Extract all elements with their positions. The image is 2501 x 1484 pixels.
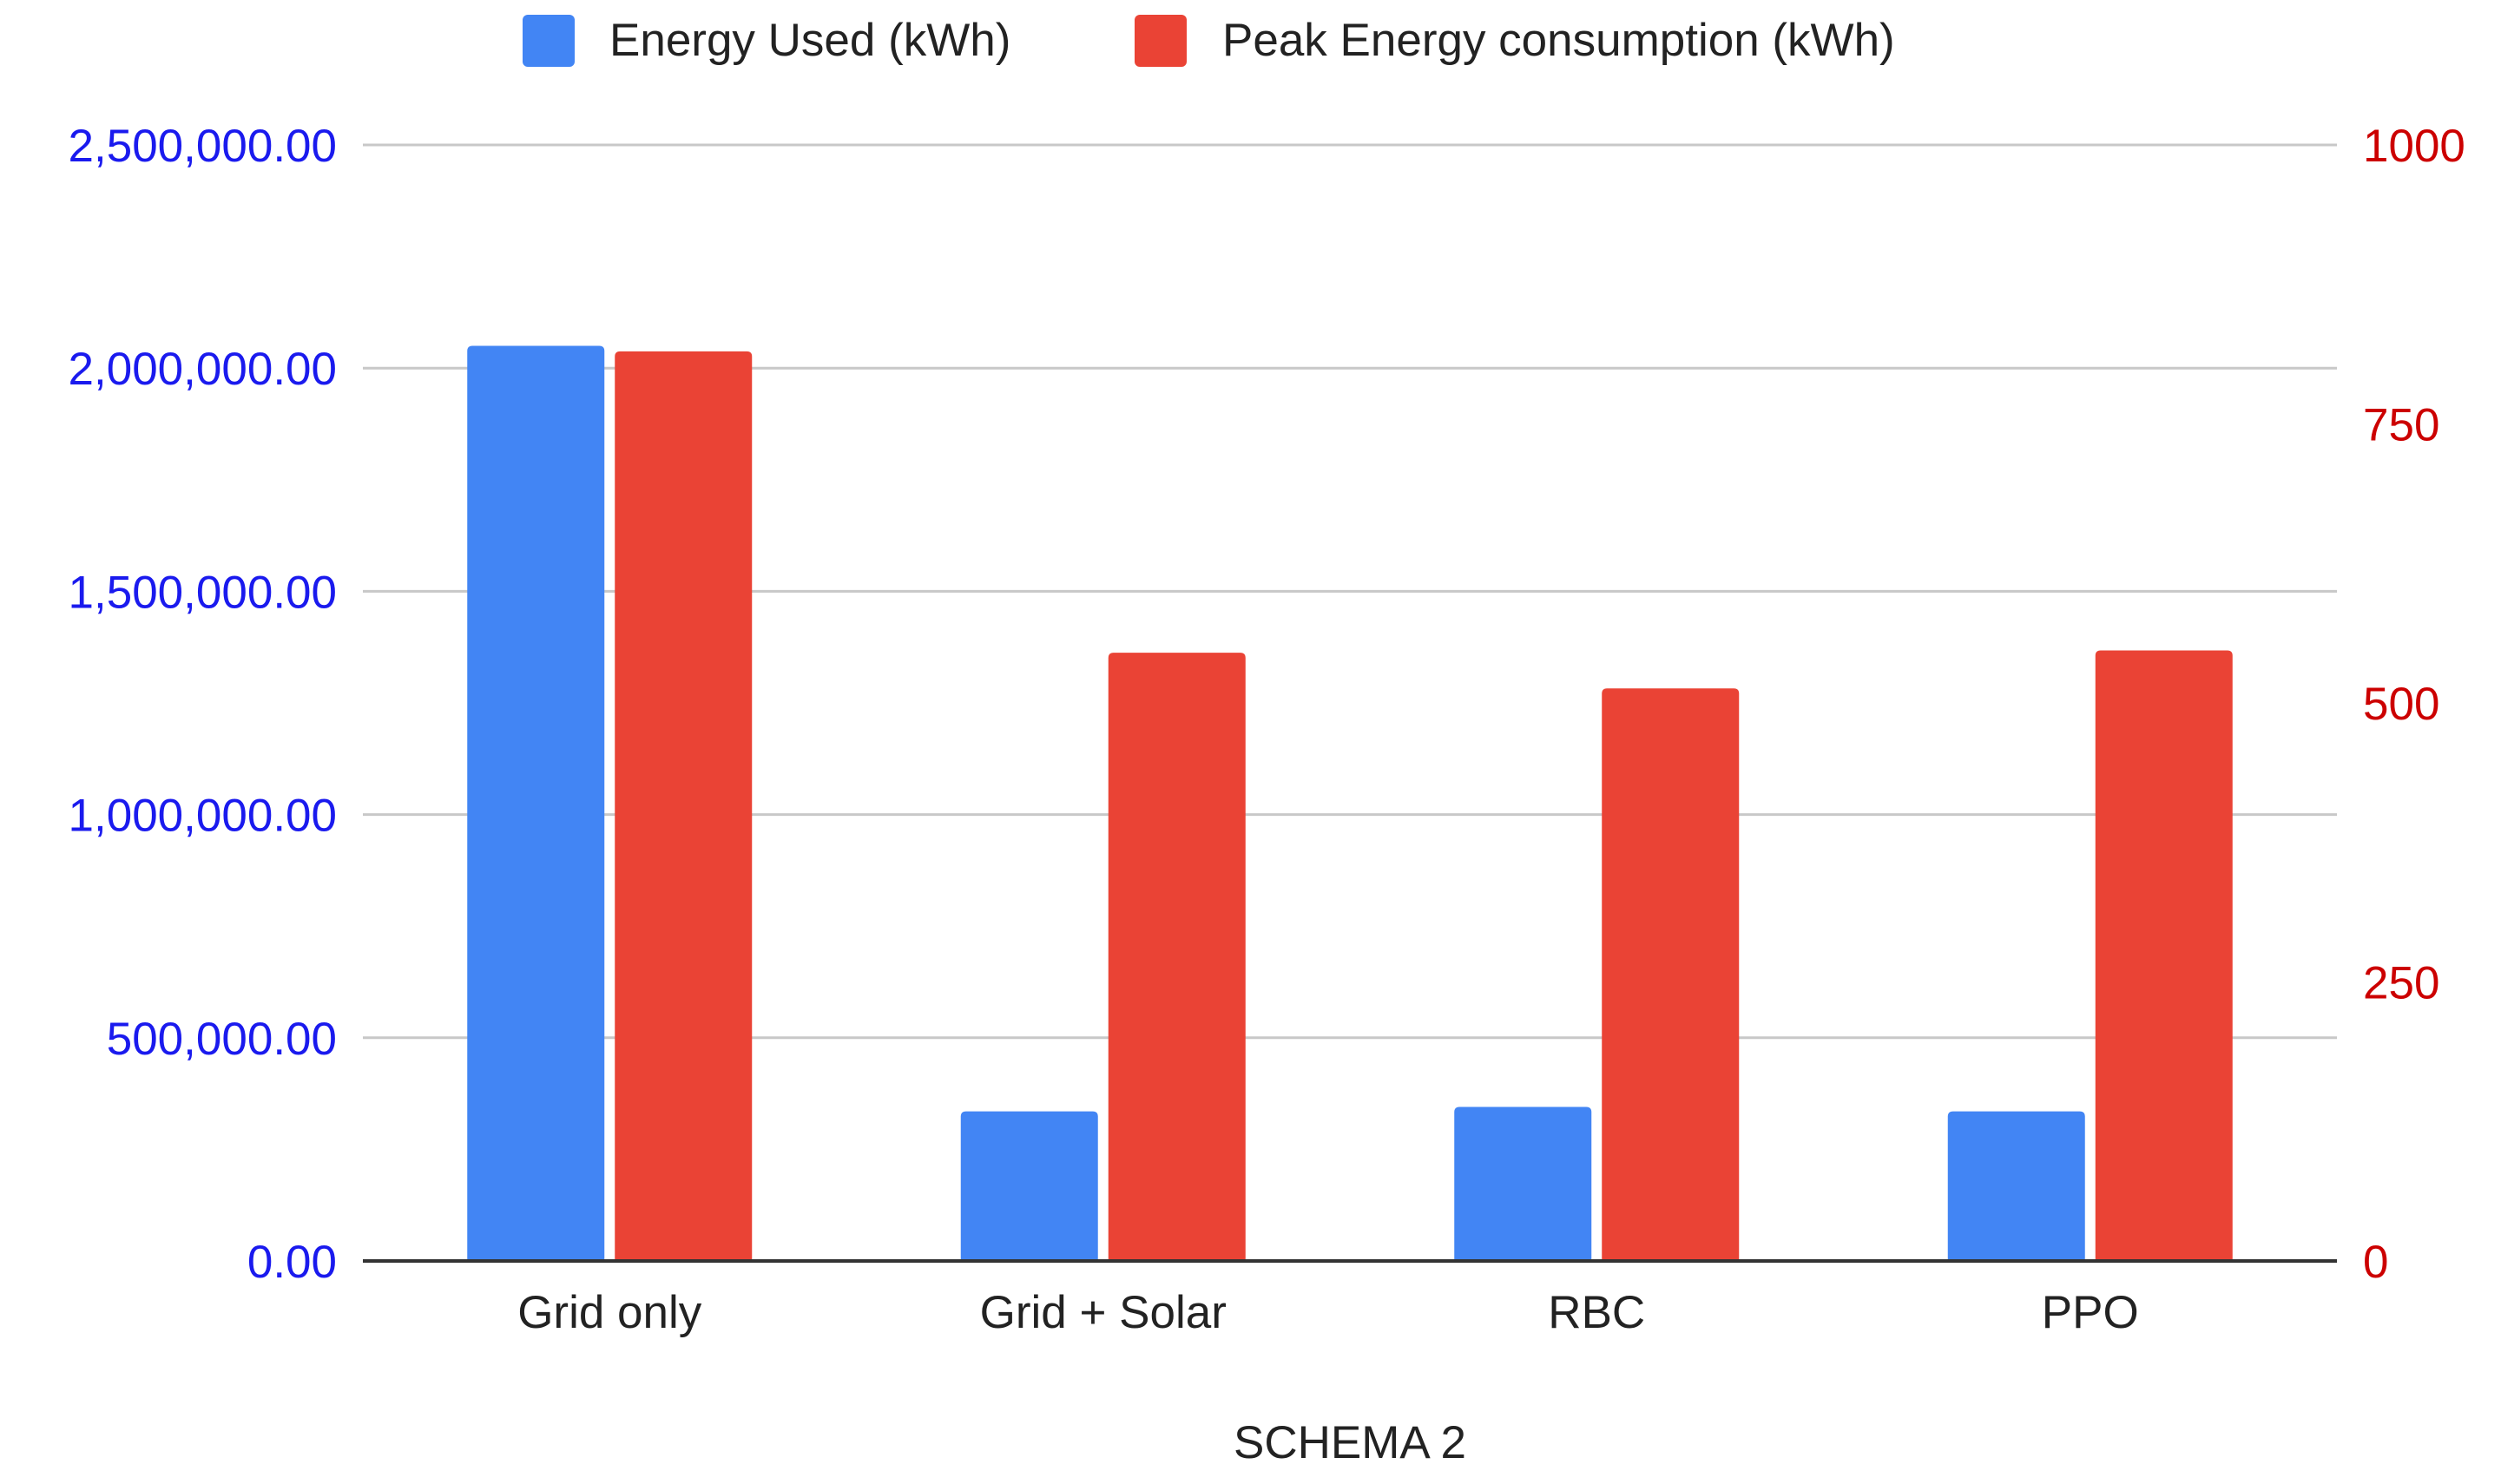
x-axis-category-label: Grid + Solar [980,1287,1227,1338]
bar-energy-used[interactable] [960,1111,1098,1261]
y-axis-left-tick-label: 2,500,000.00 [69,121,337,172]
bar-peak-energy[interactable] [1108,653,1246,1261]
y-axis-left-tick-label: 1,000,000.00 [69,791,337,842]
bar-peak-energy[interactable] [1602,688,1740,1261]
bar-peak-energy[interactable] [615,351,753,1261]
y-axis-right-tick-label: 750 [2363,400,2439,451]
y-axis-right-tick-label: 250 [2363,958,2439,1009]
legend-label-peak-energy: Peak Energy consumption (kWh) [1222,15,1895,66]
legend-swatch-energy-used[interactable] [523,15,575,67]
x-axis-category-label: RBC [1548,1287,1645,1338]
legend-swatch-peak-energy[interactable] [1135,15,1187,67]
bar-energy-used[interactable] [1454,1106,1592,1261]
y-axis-left-tick-label: 2,000,000.00 [69,344,337,395]
y-axis-right-tick-label: 0 [2363,1237,2388,1288]
y-axis-left-tick-label: 0.00 [247,1237,337,1288]
y-axis-right-tick-label: 500 [2363,679,2439,730]
bar-energy-used[interactable] [1947,1111,2085,1261]
x-axis-label: SCHEMA 2 [1234,1417,1466,1468]
y-axis-right-tick-label: 1000 [2363,121,2465,172]
y-axis-left-tick-label: 500,000.00 [107,1014,337,1065]
bar-energy-used[interactable] [467,345,605,1262]
bar-peak-energy[interactable] [2095,650,2233,1261]
x-axis-category-label: Grid only [517,1287,702,1338]
legend-label-energy-used: Energy Used (kWh) [609,15,1010,66]
x-axis-category-label: PPO [2042,1287,2139,1338]
y-axis-left-tick-label: 1,500,000.00 [69,567,337,618]
